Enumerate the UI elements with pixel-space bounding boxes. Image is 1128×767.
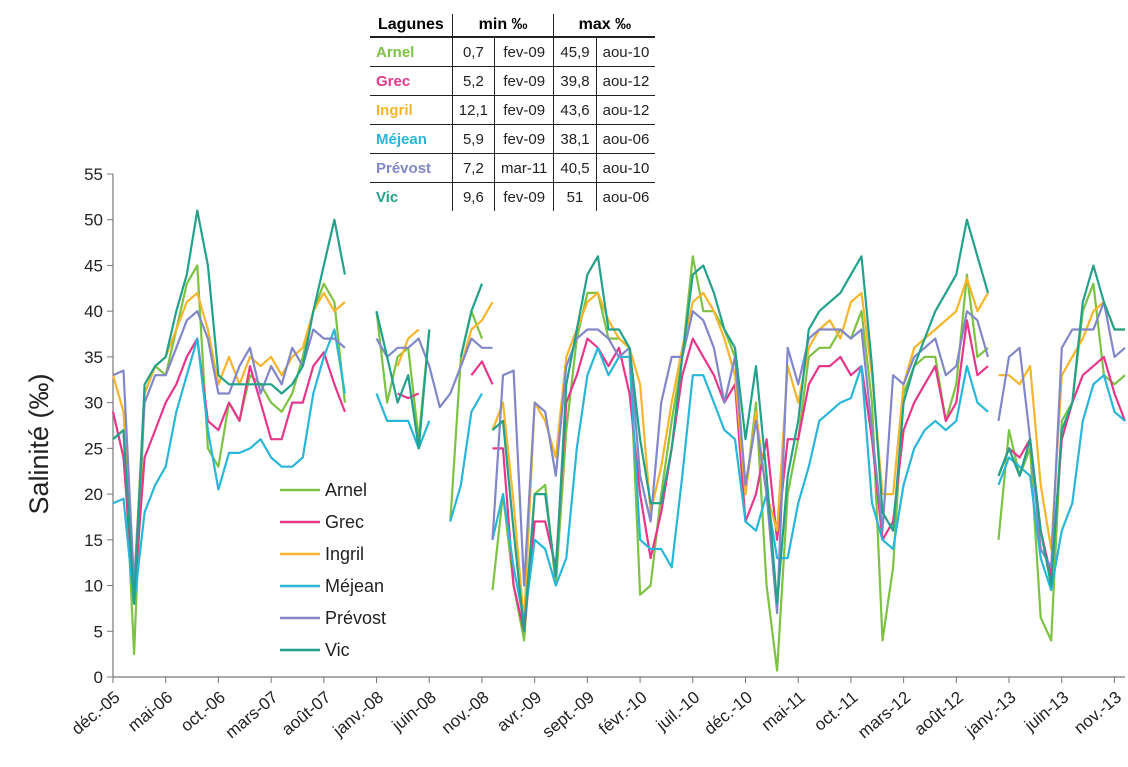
- x-tick-label: nov.-13: [1070, 688, 1125, 738]
- legend-label: Arnel: [325, 480, 367, 500]
- series-line-ingril: [111, 277, 1125, 624]
- row-min-date: fev-09: [494, 37, 555, 67]
- row-name: Méjean: [370, 124, 453, 154]
- row-min: 5,2: [452, 66, 496, 96]
- x-tick-label: févr.-10: [595, 688, 651, 739]
- x-tick-label: juin-13: [1020, 688, 1072, 736]
- row-max-date: aou-06: [602, 188, 650, 206]
- x-tick-label: sept.-09: [539, 688, 598, 742]
- row-name: Prévost: [370, 153, 453, 183]
- series-line-prévost: [112, 300, 1126, 615]
- x-tick-label: mai-11: [758, 688, 809, 735]
- x-tick-label: août-07: [278, 688, 334, 740]
- series-line-grec: [111, 319, 1127, 633]
- y-tick-label: 25: [84, 439, 103, 458]
- row-min-date: fev-09: [494, 182, 555, 211]
- x-tick-label: juin-08: [388, 688, 440, 736]
- row-min-date: mar-11: [494, 153, 555, 183]
- y-axis-label: Salinité (‰): [24, 373, 54, 514]
- x-tick-label: mars-07: [222, 688, 282, 743]
- x-tick-label: avr.-09: [493, 688, 545, 736]
- row-max-date: aou-10: [596, 37, 656, 67]
- row-max: 40,5: [553, 153, 597, 183]
- row-max: 45,9: [553, 37, 597, 67]
- x-tick-label: déc.-05: [68, 688, 124, 739]
- x-tick-label: déc.-10: [700, 688, 756, 739]
- row-max-date: aou-06: [596, 124, 656, 154]
- x-tick-label: nov.-08: [438, 688, 493, 738]
- x-tick-label: janv.-13: [961, 688, 1019, 741]
- header-min: min ‰: [452, 14, 555, 38]
- row-min-date: fev-09: [494, 124, 555, 154]
- y-tick-label: 5: [94, 622, 103, 641]
- row-min: 12,1: [452, 95, 496, 125]
- row-name: Grec: [370, 66, 453, 96]
- legend-label: Méjean: [325, 576, 384, 596]
- series-line-vic: [112, 209, 1125, 633]
- y-tick-label: 55: [84, 165, 103, 184]
- row-max: 38,1: [553, 124, 597, 154]
- y-tick-label: 45: [84, 256, 103, 275]
- row-min-date: fev-09: [494, 66, 555, 96]
- row-max-date: aou-10: [596, 153, 656, 183]
- y-tick-label: 10: [84, 577, 103, 596]
- row-name: Vic: [370, 182, 453, 211]
- row-max-date: aou-12: [596, 95, 656, 125]
- summary-row: Arnel 0,7 fev-09 45,9 aou-10: [370, 37, 656, 67]
- y-tick-label: 40: [84, 302, 103, 321]
- row-name: Ingril: [370, 95, 453, 125]
- header-lagunes: Lagunes: [370, 14, 453, 38]
- series-line-arnel: [112, 255, 1126, 672]
- x-tick-label: mai-06: [124, 688, 176, 736]
- row-max: 39,8: [553, 66, 597, 96]
- row-name: Arnel: [370, 37, 453, 67]
- summary-table: Lagunes min ‰ max ‰ Arnel 0,7 fev-09 45,9 ao…: [370, 14, 656, 211]
- row-min: 0,7: [452, 37, 496, 67]
- legend: Arnel Grec Ingril Méjean Prévost Vic: [280, 480, 386, 660]
- summary-header-row: Lagunes min ‰ max ‰: [370, 14, 656, 38]
- x-tick-label: mars-12: [854, 688, 914, 743]
- summary-row: Ingril 12,1 fev-09 43,6 aou-12: [370, 95, 656, 125]
- summary-row: Méjean 5,9 fev-09 38,1 aou-06: [370, 124, 656, 154]
- row-min-date: fev-09: [494, 95, 555, 125]
- x-tick-label: août-12: [911, 688, 967, 740]
- series-line-méjean: [112, 328, 1126, 624]
- row-max: 51: [553, 182, 597, 211]
- row-min: 9,6: [452, 182, 496, 211]
- legend-label: Grec: [325, 512, 364, 532]
- x-tick-label: janv.-08: [329, 688, 387, 741]
- summary-row: Prévost 7,2 mar-11 40,5 aou-10: [370, 153, 656, 183]
- row-min: 5,9: [452, 124, 496, 154]
- summary-row: Vic 9,6 fev-09 51 aou-06: [370, 182, 655, 211]
- series-lines: [111, 209, 1127, 672]
- y-tick-label: 35: [84, 348, 103, 367]
- legend-label: Vic: [325, 640, 350, 660]
- row-min: 7,2: [452, 153, 496, 183]
- x-tick-label: juil.-10: [652, 688, 703, 735]
- y-tick-label: 0: [94, 668, 103, 687]
- y-tick-label: 20: [84, 485, 103, 504]
- y-tick-label: 30: [84, 394, 103, 413]
- summary-row: Grec 5,2 fev-09 39,8 aou-12: [370, 66, 656, 96]
- y-tick-label: 15: [84, 531, 103, 550]
- legend-label: Prévost: [325, 608, 386, 628]
- row-max: 43,6: [553, 95, 597, 125]
- legend-label: Ingril: [325, 544, 364, 564]
- row-max-date: aou-12: [596, 66, 656, 96]
- header-max: max ‰: [553, 14, 656, 38]
- y-tick-label: 50: [84, 211, 103, 230]
